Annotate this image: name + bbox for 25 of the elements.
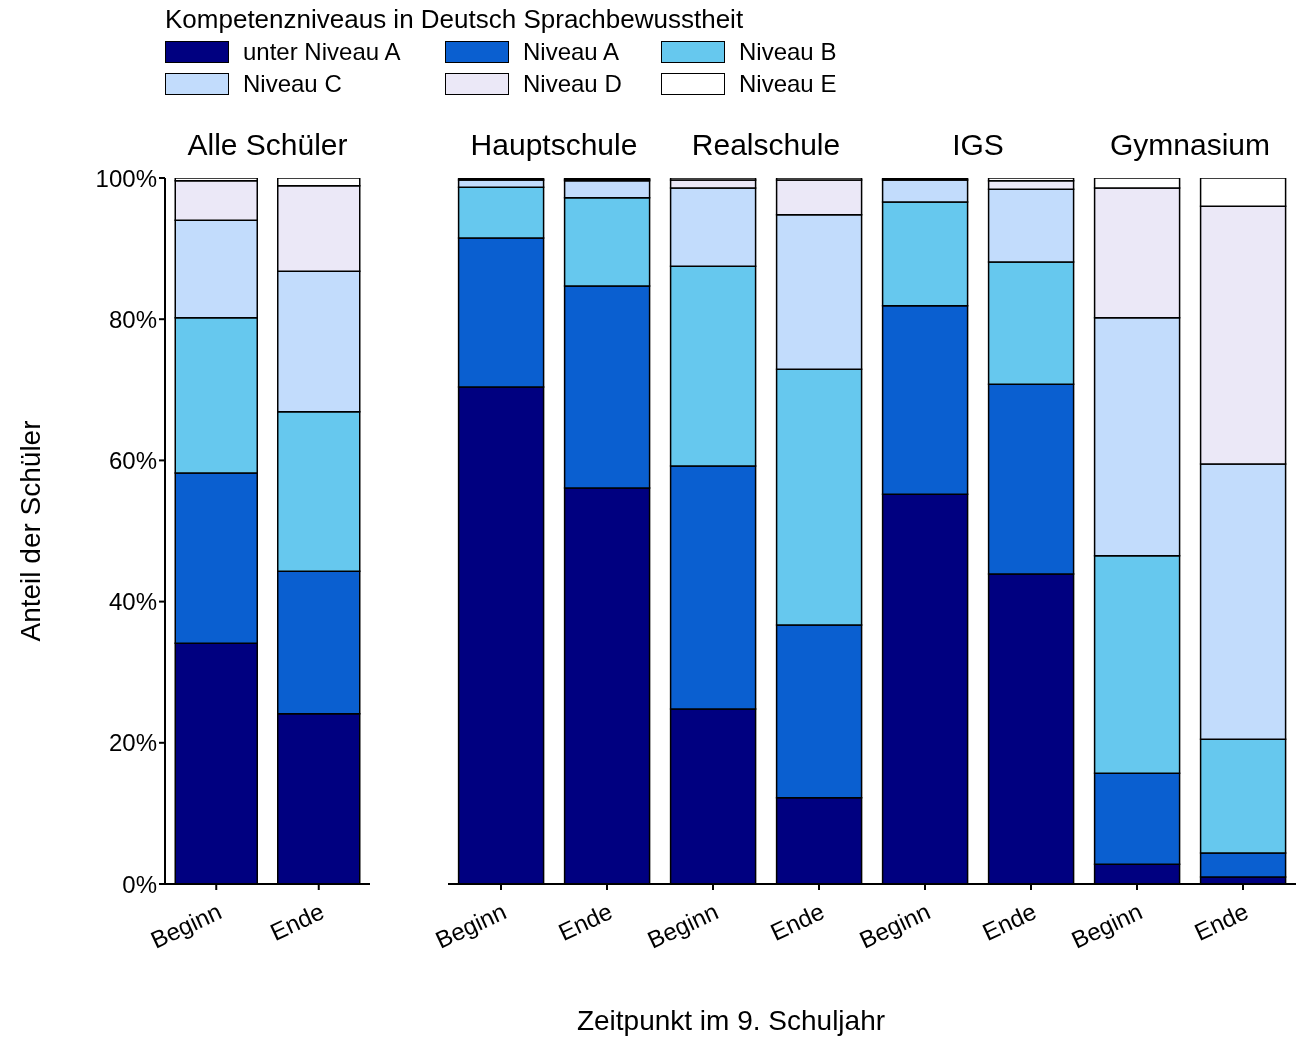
y-tick-label: 100% (95, 164, 157, 192)
y-tick-label: 20% (108, 729, 157, 757)
legend-label: Niveau B (738, 38, 838, 65)
x-tick-label: Ende (1190, 897, 1253, 946)
y-tick-label: 0% (122, 870, 157, 898)
chart-title: IGS (951, 127, 1005, 163)
legend-label: Niveau A (522, 38, 621, 65)
y-tick-label: 60% (108, 446, 157, 474)
legend-label: Niveau C (242, 70, 343, 97)
y-tick-label: 40% (108, 588, 157, 616)
chart-title: Realschule (690, 127, 842, 163)
x-tick-label: Ende (554, 897, 617, 946)
y-tick-label: 80% (108, 305, 157, 333)
x-axis-title: Zeitpunkt im 9. Schuljahr (575, 1005, 887, 1037)
x-tick-label: Ende (766, 897, 829, 946)
chart-title: Alle Schüler (186, 127, 349, 163)
x-tick-label: Ende (265, 897, 329, 946)
chart-title: Gymnasium (1108, 127, 1271, 163)
legend-label: unter Niveau A (242, 38, 402, 65)
legend-label: Niveau D (522, 70, 623, 97)
x-tick-label: Ende (978, 897, 1041, 946)
chart-title: Hauptschule (469, 127, 639, 163)
legend-label: Niveau E (738, 70, 838, 97)
legend-title: Kompetenzniveaus in Deutsch Sprachbewusstheit (165, 4, 745, 35)
y-axis-title: Anteil der Schüler (14, 420, 46, 642)
